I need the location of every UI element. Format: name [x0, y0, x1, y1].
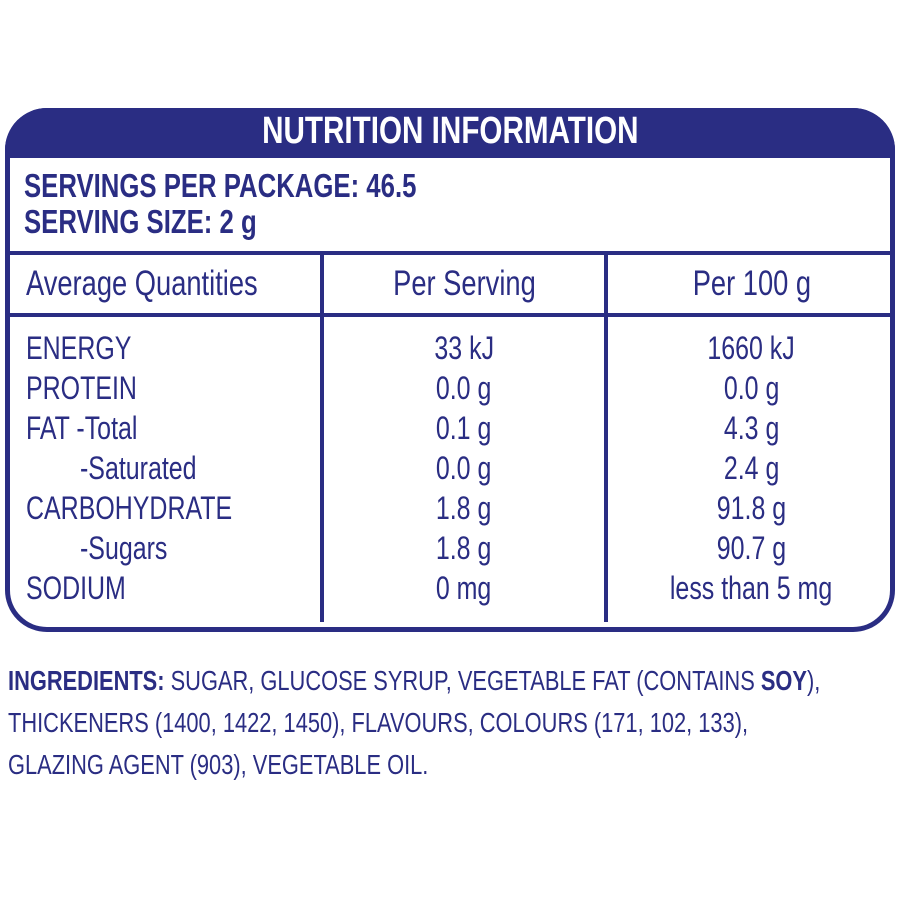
- ingredients-line-text: GLAZING AGENT (903), VEGETABLE OIL.: [8, 744, 428, 786]
- divider: [320, 255, 324, 317]
- per-serving: 1.8 g: [436, 490, 492, 526]
- ingredients-line-text: THICKENERS (1400, 1422, 1450), FLAVOURS,…: [8, 702, 748, 744]
- row-name: CARBOHYDRATE: [26, 490, 233, 526]
- servings-per-package: SERVINGS PER PACKAGE: 46.5: [24, 167, 417, 204]
- per-100g: 1660 kJ: [707, 330, 796, 366]
- ingredients-line: INGREDIENTS: SUGAR, GLUCOSE SYRUP, VEGET…: [8, 660, 900, 702]
- per-100g: 2.4 g: [723, 450, 780, 486]
- per-serving-cell: 33 kJ: [324, 328, 604, 368]
- row-name-cell: CARBOHYDRATE: [26, 488, 290, 528]
- per-serving: 0.0 g: [436, 450, 492, 486]
- divider: [5, 251, 895, 255]
- divider: [320, 317, 324, 622]
- per-serving: 0.0 g: [436, 370, 492, 406]
- per-serving: 1.8 g: [436, 530, 492, 566]
- per-serving-cell: 1.8 g: [324, 488, 604, 528]
- per-serving: 0 mg: [436, 570, 492, 606]
- row-name-cell: SODIUM: [26, 568, 154, 608]
- ingredients-text: SOY: [760, 665, 807, 696]
- per-100g-cell: 91.8 g: [608, 488, 895, 528]
- row-name: SODIUM: [26, 570, 126, 606]
- ingredients-text: ),: [806, 665, 821, 696]
- per-100g: 4.3 g: [723, 410, 780, 446]
- row-name-cell: FAT -Total: [26, 408, 169, 448]
- per-serving-cell: 0.1 g: [324, 408, 604, 448]
- row-name: -Saturated: [80, 450, 197, 486]
- per-100g-cell: 90.7 g: [608, 528, 895, 568]
- per-100g: 0.0 g: [723, 370, 780, 406]
- per-serving: 33 kJ: [434, 330, 494, 366]
- row-name: FAT -Total: [26, 410, 138, 446]
- ingredients-text: GLAZING AGENT (903), VEGETABLE OIL.: [8, 749, 429, 780]
- divider: [604, 317, 608, 622]
- row-name-cell: ENERGY: [26, 328, 161, 368]
- column-header: Average Quantities: [26, 264, 258, 303]
- per-serving-cell: 0 mg: [324, 568, 604, 608]
- column-header: Per 100 g: [692, 264, 811, 303]
- ingredients-text: INGREDIENTS:: [8, 665, 165, 696]
- row-name-cell: PROTEIN: [26, 368, 168, 408]
- ingredients-text: SUGAR, GLUCOSE SYRUP, VEGETABLE FAT (CON…: [164, 665, 761, 696]
- row-name-cell: -Sugars: [80, 528, 192, 568]
- per-serving-cell: 1.8 g: [324, 528, 604, 568]
- per-100g: 90.7 g: [716, 530, 787, 566]
- row-name: ENERGY: [26, 330, 132, 366]
- row-name-cell: -Saturated: [80, 448, 229, 488]
- divider: [604, 255, 608, 317]
- column-header: Per Serving: [392, 264, 536, 303]
- per-100g-cell: 1660 kJ: [608, 328, 895, 368]
- row-name: PROTEIN: [26, 370, 137, 406]
- ingredients-line-text: INGREDIENTS: SUGAR, GLUCOSE SYRUP, VEGET…: [8, 660, 820, 702]
- title: NUTRITION INFORMATION: [261, 110, 639, 152]
- per-100g: 91.8 g: [716, 490, 787, 526]
- ingredients-line: GLAZING AGENT (903), VEGETABLE OIL.: [8, 744, 900, 786]
- ingredients-line: THICKENERS (1400, 1422, 1450), FLAVOURS,…: [8, 702, 900, 744]
- ingredients-text: THICKENERS (1400, 1422, 1450), FLAVOURS,…: [8, 707, 749, 738]
- divider: [5, 313, 895, 317]
- per-100g-cell: 2.4 g: [608, 448, 895, 488]
- serving-size: SERVING SIZE: 2 g: [24, 203, 257, 240]
- per-100g-cell: less than 5 mg: [608, 568, 895, 608]
- per-100g-cell: 4.3 g: [608, 408, 895, 448]
- row-name: -Sugars: [80, 530, 168, 566]
- header-band: [5, 108, 895, 158]
- per-100g-cell: 0.0 g: [608, 368, 895, 408]
- per-serving-cell: 0.0 g: [324, 448, 604, 488]
- per-serving-cell: 0.0 g: [324, 368, 604, 408]
- per-serving: 0.1 g: [436, 410, 492, 446]
- per-100g: less than 5 mg: [670, 570, 833, 606]
- ingredients: INGREDIENTS: SUGAR, GLUCOSE SYRUP, VEGET…: [8, 660, 900, 786]
